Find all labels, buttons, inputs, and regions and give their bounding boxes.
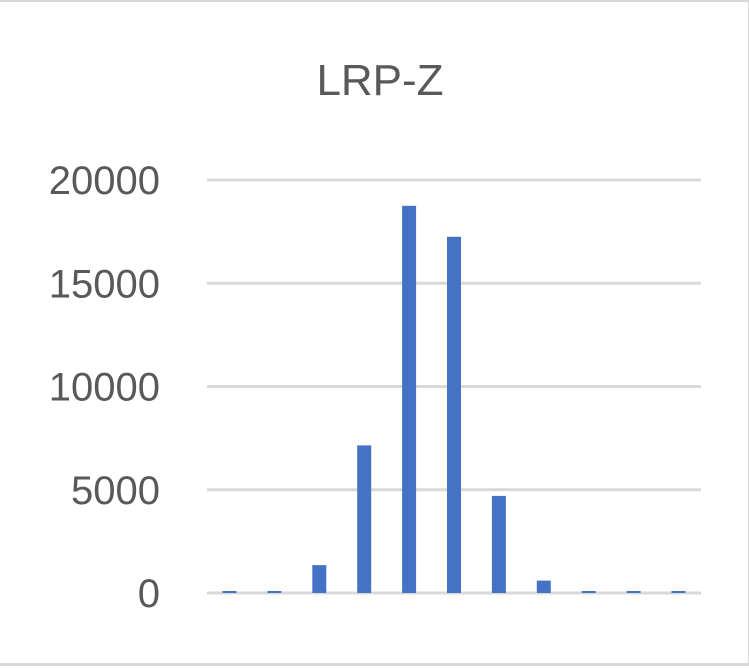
bar <box>581 591 596 593</box>
bar <box>267 591 282 593</box>
y-tick-label: 5000 <box>71 469 160 513</box>
y-axis-tick-labels: 0 5000 10000 15000 20000 <box>49 159 160 616</box>
bars <box>222 205 686 594</box>
chart-title: LRP-Z <box>316 56 443 105</box>
y-tick-label: 10000 <box>49 366 160 410</box>
y-tick-label: 0 <box>138 572 160 616</box>
bar <box>671 591 686 593</box>
y-tick-label: 20000 <box>49 159 160 203</box>
y-tick-label: 15000 <box>49 262 160 306</box>
bar <box>312 565 327 593</box>
bar <box>491 495 506 593</box>
bar <box>626 591 641 593</box>
bar <box>402 205 417 594</box>
bar <box>222 591 237 593</box>
bar <box>357 445 372 593</box>
bar <box>447 236 461 594</box>
bar <box>536 580 551 593</box>
